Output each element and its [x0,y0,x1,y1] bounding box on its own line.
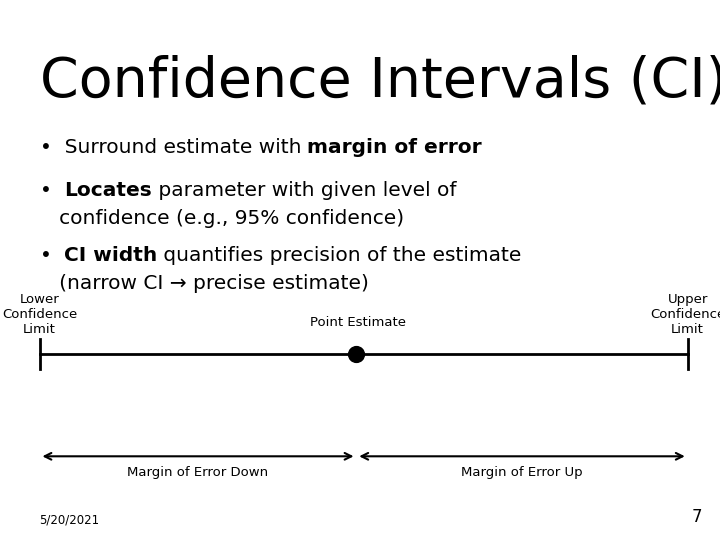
Text: Margin of Error Down: Margin of Error Down [127,466,269,479]
Text: Confidence Intervals (CI): Confidence Intervals (CI) [40,54,720,108]
Text: •  Surround estimate with: • Surround estimate with [40,138,307,157]
Text: •: • [40,246,64,265]
Text: confidence (e.g., 95% confidence): confidence (e.g., 95% confidence) [40,209,404,228]
Point [351,349,362,358]
Text: 7: 7 [691,509,702,526]
Text: Point Estimate: Point Estimate [310,316,405,329]
Text: (narrow CI → precise estimate): (narrow CI → precise estimate) [40,274,369,293]
Text: •: • [40,181,64,200]
Text: Margin of Error Up: Margin of Error Up [462,466,582,479]
Text: CI width: CI width [64,246,158,265]
Text: Lower
Confidence
Limit: Lower Confidence Limit [2,293,77,336]
Text: margin of error: margin of error [307,138,482,157]
Text: Locates: Locates [64,181,152,200]
Text: parameter with given level of: parameter with given level of [152,181,456,200]
Text: Upper
Confidence
Limit: Upper Confidence Limit [650,293,720,336]
Text: 5/20/2021: 5/20/2021 [40,514,100,526]
Text: quantifies precision of the estimate: quantifies precision of the estimate [158,246,522,265]
